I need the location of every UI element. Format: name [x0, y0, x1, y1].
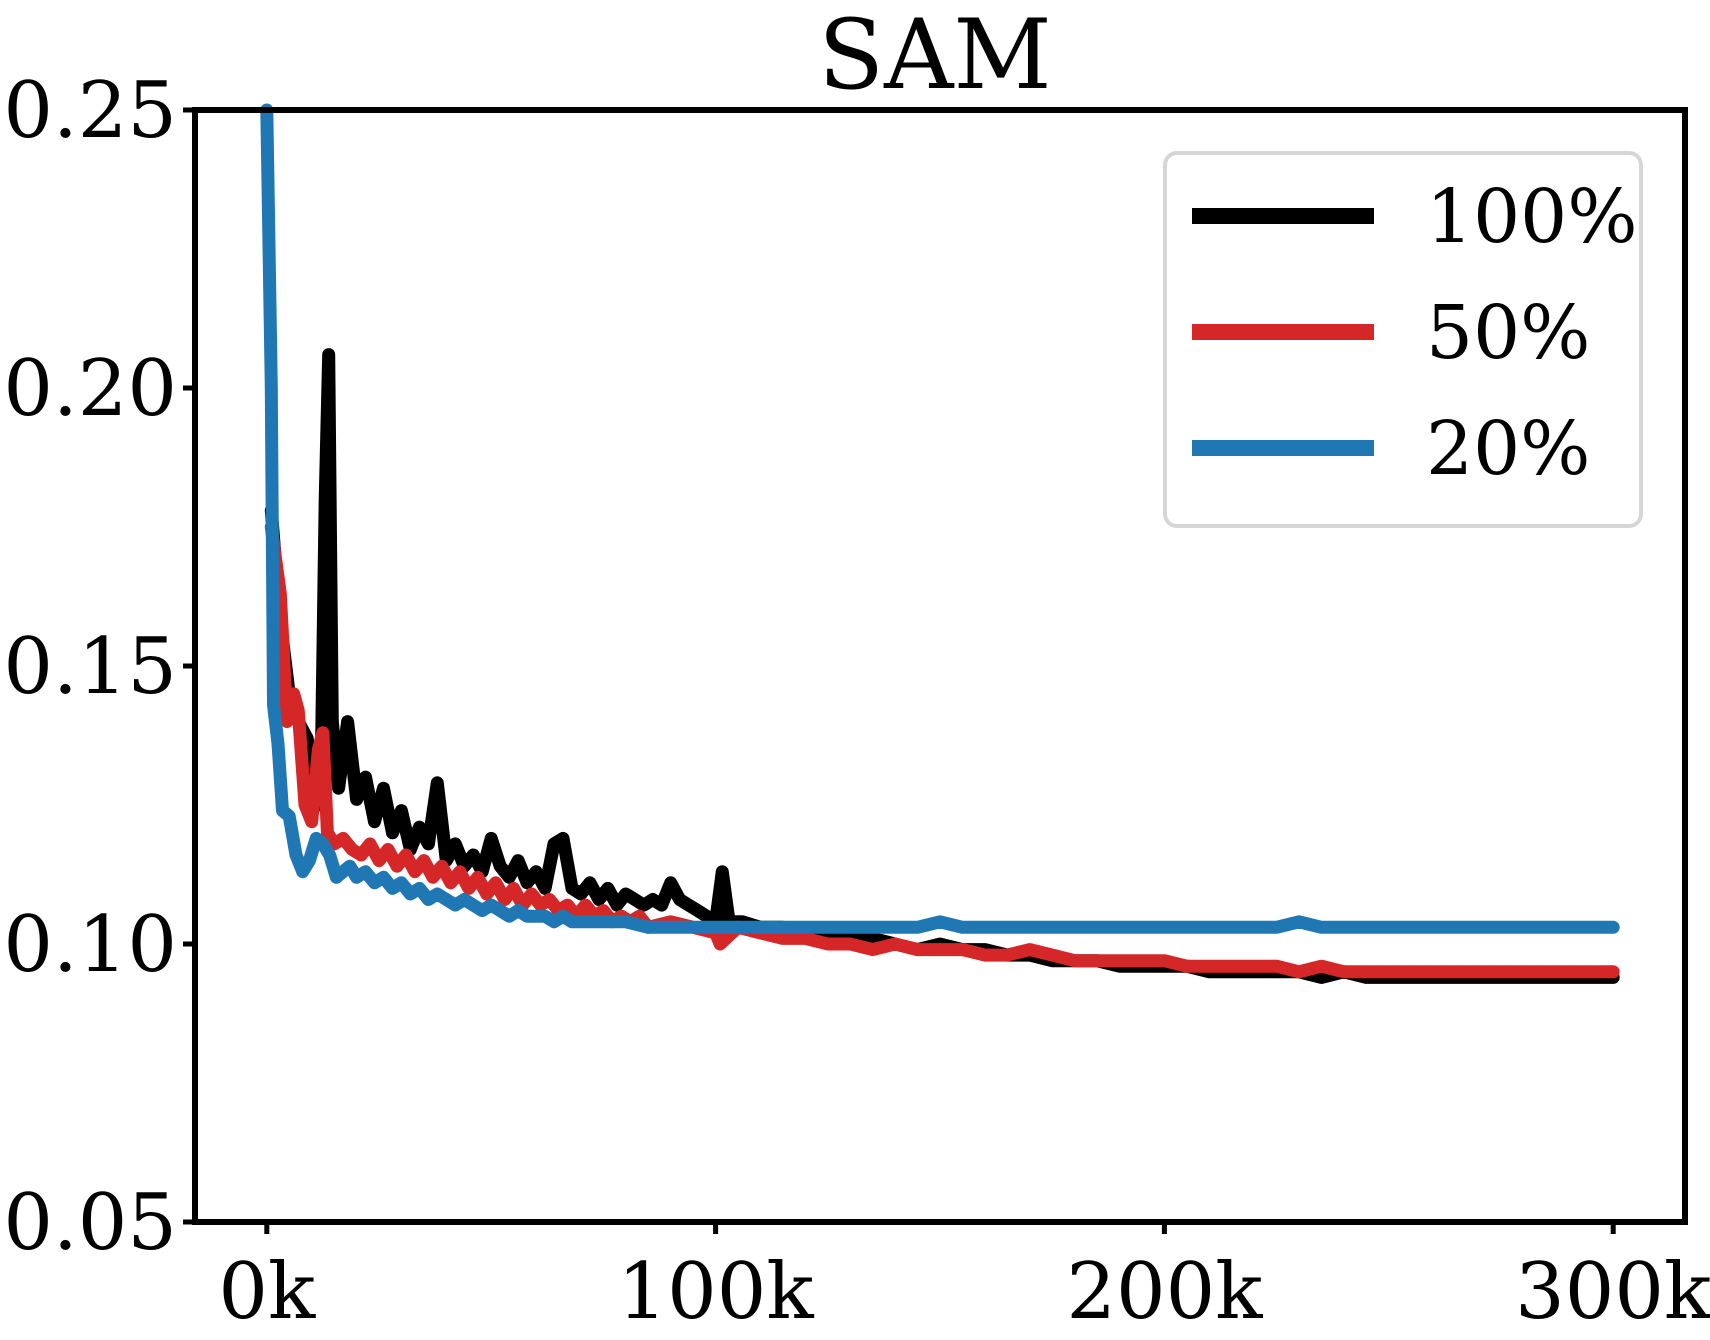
chart-title: SAM: [818, 0, 1051, 111]
y-tick-label: 0.20: [3, 344, 177, 434]
y-tick-label: 0.10: [3, 900, 177, 990]
legend: 100% 50% 20%: [1163, 151, 1643, 528]
x-tick-label: 200k: [1066, 1247, 1263, 1337]
y-tick-label: 0.25: [3, 66, 177, 156]
series-line-20-percent: [260, 103, 1620, 934]
legend-label-50: 50%: [1426, 290, 1590, 376]
axis-layer: 0.05 0.10 0.15 0.20 0.25 0k 100k 200k 300k: [3, 66, 1710, 1337]
legend-label-100: 100%: [1426, 174, 1638, 260]
series-layer: [260, 103, 1620, 984]
y-tick-label: 0.05: [3, 1178, 177, 1268]
x-tick-label: 300k: [1515, 1247, 1710, 1337]
x-tick-label: 100k: [618, 1247, 815, 1337]
legend-box: [1163, 151, 1643, 528]
y-tick-label: 0.15: [3, 622, 177, 712]
x-tick-label: 0k: [218, 1247, 316, 1337]
legend-label-20: 20%: [1426, 406, 1590, 492]
